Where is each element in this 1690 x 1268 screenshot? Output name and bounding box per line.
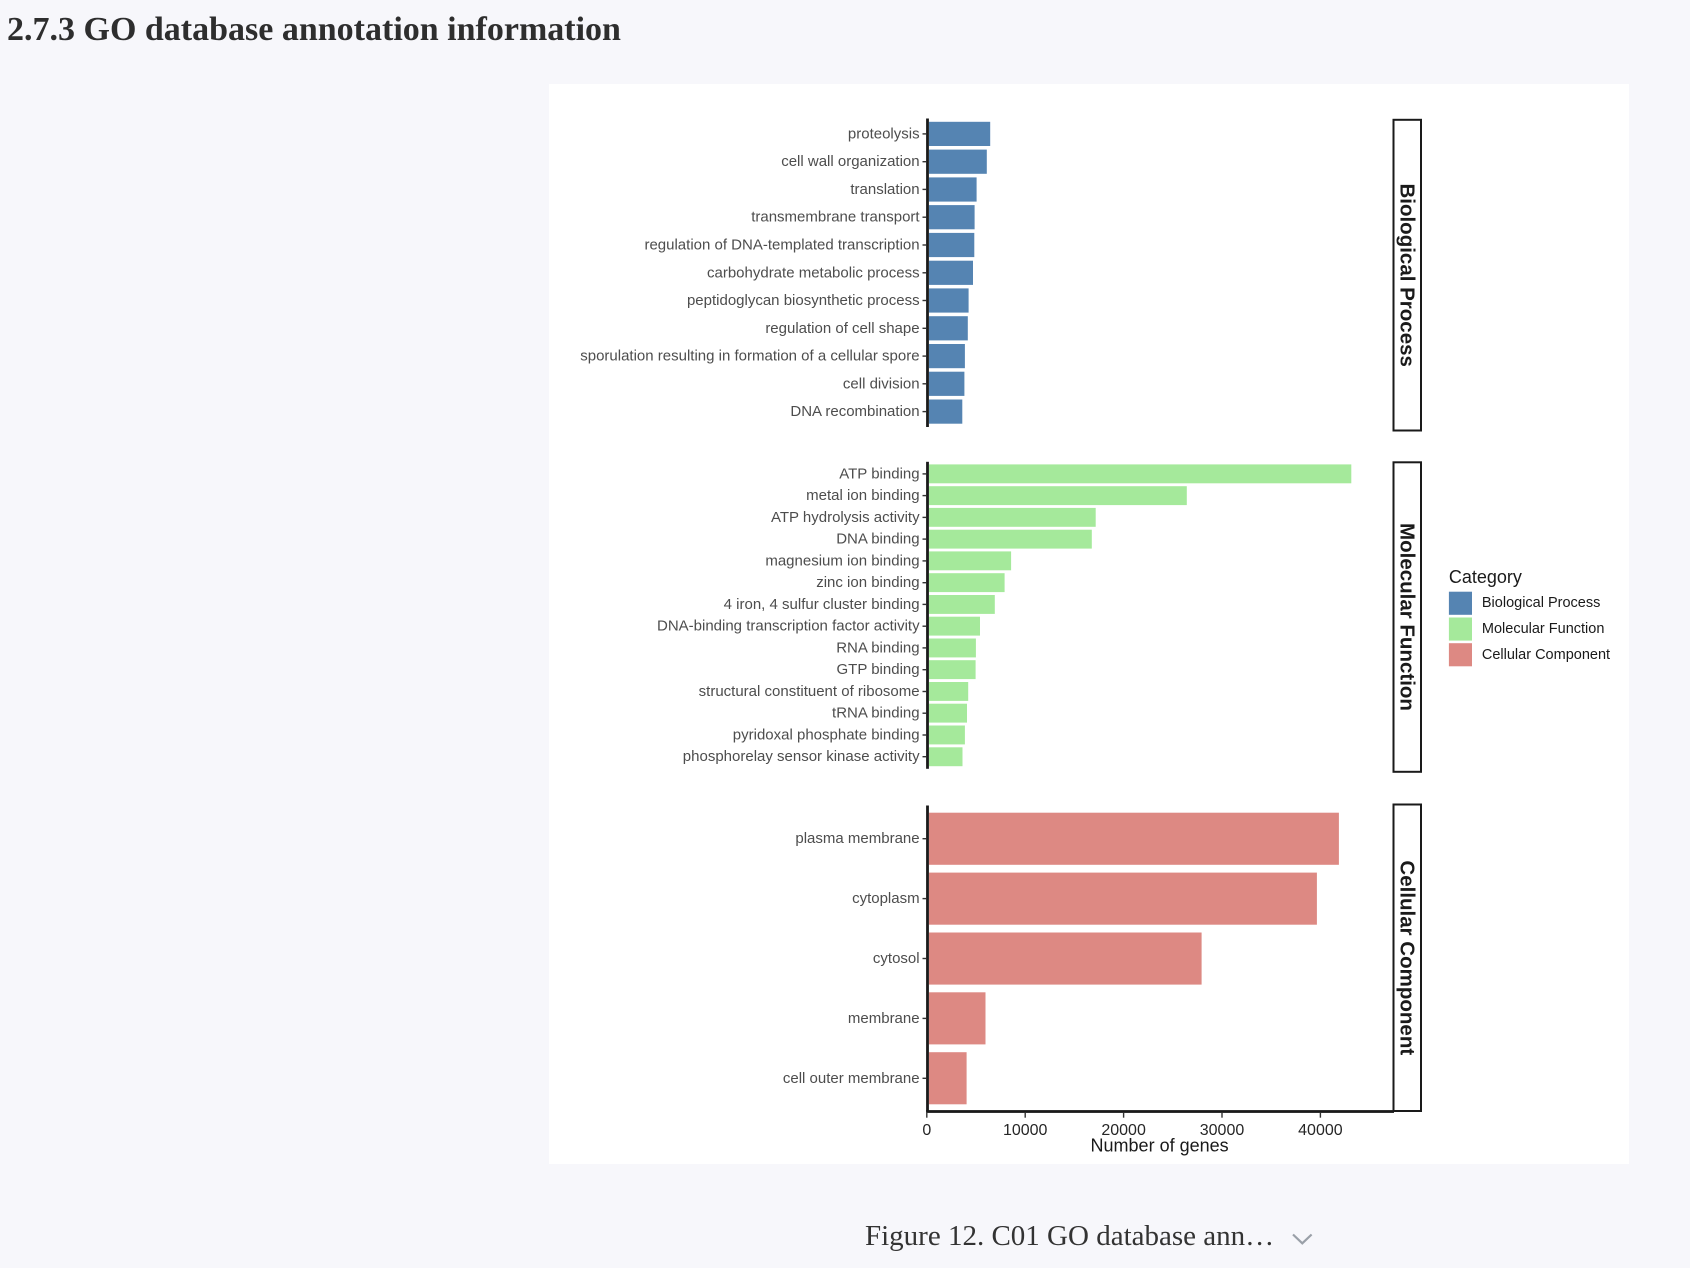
svg-text:Category: Category [1449,567,1522,587]
svg-text:RNA binding: RNA binding [836,639,919,656]
svg-text:carbohydrate metabolic process: carbohydrate metabolic process [707,264,920,281]
svg-text:pyridoxal phosphate binding: pyridoxal phosphate binding [733,727,920,744]
svg-text:30000: 30000 [1200,1122,1245,1139]
svg-text:Molecular Function: Molecular Function [1482,621,1605,637]
svg-text:transmembrane transport: transmembrane transport [751,209,920,226]
svg-text:cell outer membrane: cell outer membrane [783,1070,920,1087]
svg-text:phosphorelay sensor kinase act: phosphorelay sensor kinase activity [683,748,920,765]
svg-text:structural constituent of ribo: structural constituent of ribosome [699,683,920,700]
svg-text:10000: 10000 [1003,1122,1048,1139]
svg-text:4 iron, 4 sulfur cluster bindi: 4 iron, 4 sulfur cluster binding [724,596,920,613]
svg-text:20000: 20000 [1101,1122,1146,1139]
svg-text:proteolysis: proteolysis [848,125,920,142]
svg-text:regulation of DNA-templated tr: regulation of DNA-templated transcriptio… [644,237,919,254]
svg-text:tRNA binding: tRNA binding [832,705,920,722]
svg-text:zinc ion binding: zinc ion binding [816,574,919,591]
svg-text:cell division: cell division [843,375,920,392]
svg-text:ATP binding: ATP binding [839,465,919,482]
svg-text:Cellular Component: Cellular Component [1396,860,1419,1055]
svg-text:Number of genes: Number of genes [1091,1136,1229,1156]
svg-text:0: 0 [922,1122,931,1139]
svg-text:DNA-binding transcription fact: DNA-binding transcription factor activit… [657,618,920,635]
svg-text:Biological Process: Biological Process [1396,183,1419,366]
svg-text:membrane: membrane [848,1010,920,1027]
svg-text:regulation of cell shape: regulation of cell shape [765,320,919,337]
svg-text:ATP hydrolysis activity: ATP hydrolysis activity [771,509,920,526]
svg-text:peptidoglycan biosynthetic pro: peptidoglycan biosynthetic process [687,292,920,309]
svg-text:magnesium ion binding: magnesium ion binding [765,552,919,569]
svg-text:translation: translation [850,181,919,198]
svg-text:DNA recombination: DNA recombination [790,403,919,420]
svg-text:DNA binding: DNA binding [836,531,919,548]
svg-text:40000: 40000 [1298,1122,1343,1139]
svg-text:metal ion binding: metal ion binding [806,487,919,504]
svg-text:Biological Process: Biological Process [1482,595,1600,611]
svg-text:Molecular Function: Molecular Function [1396,523,1419,711]
svg-text:Cellular Component: Cellular Component [1482,647,1610,663]
svg-text:sporulation resulting in forma: sporulation resulting in formation of a … [580,348,919,365]
svg-text:cell wall organization: cell wall organization [781,153,919,170]
svg-text:cytosol: cytosol [873,950,920,967]
svg-text:cytoplasm: cytoplasm [852,890,920,907]
svg-text:GTP binding: GTP binding [836,661,919,678]
svg-text:plasma membrane: plasma membrane [795,830,919,847]
